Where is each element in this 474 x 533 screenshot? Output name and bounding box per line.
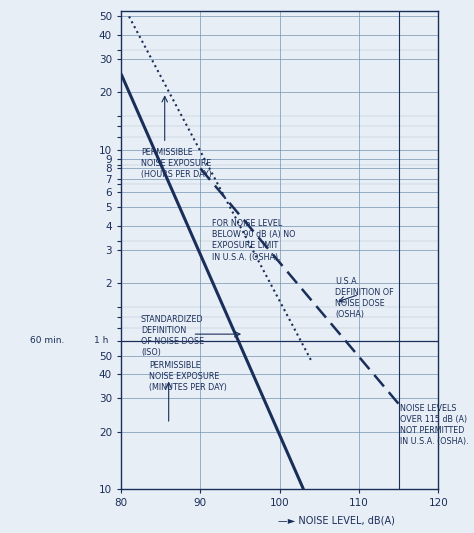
- Text: FOR NOISE LEVEL
BELOW 90 dB (A) NO
EXPOSURE LIMIT
IN U.S.A. (OSHA).: FOR NOISE LEVEL BELOW 90 dB (A) NO EXPOS…: [212, 219, 296, 262]
- Text: 1 h: 1 h: [94, 336, 109, 345]
- Text: U.S.A.
DEFINITION OF
NOISE DOSE
(OSHA): U.S.A. DEFINITION OF NOISE DOSE (OSHA): [335, 277, 394, 319]
- Text: NOISE LEVELS
OVER 115 dB (A)
NOT PERMITTED
IN U.S.A. (OSHA).: NOISE LEVELS OVER 115 dB (A) NOT PERMITT…: [400, 404, 469, 446]
- Text: STANDARDIZED
DEFINITION
OF NOISE DOSE
(ISO): STANDARDIZED DEFINITION OF NOISE DOSE (I…: [141, 315, 204, 357]
- X-axis label: —► NOISE LEVEL, dB(A): —► NOISE LEVEL, dB(A): [278, 515, 395, 526]
- Text: 60 min.: 60 min.: [29, 336, 64, 345]
- Text: PERMISSIBLE
NOISE EXPOSURE
(MINUTES PER DAY): PERMISSIBLE NOISE EXPOSURE (MINUTES PER …: [149, 361, 227, 392]
- Text: PERMISSIBLE
NOISE EXPOSURE
(HOURS PER DAY): PERMISSIBLE NOISE EXPOSURE (HOURS PER DA…: [141, 148, 212, 180]
